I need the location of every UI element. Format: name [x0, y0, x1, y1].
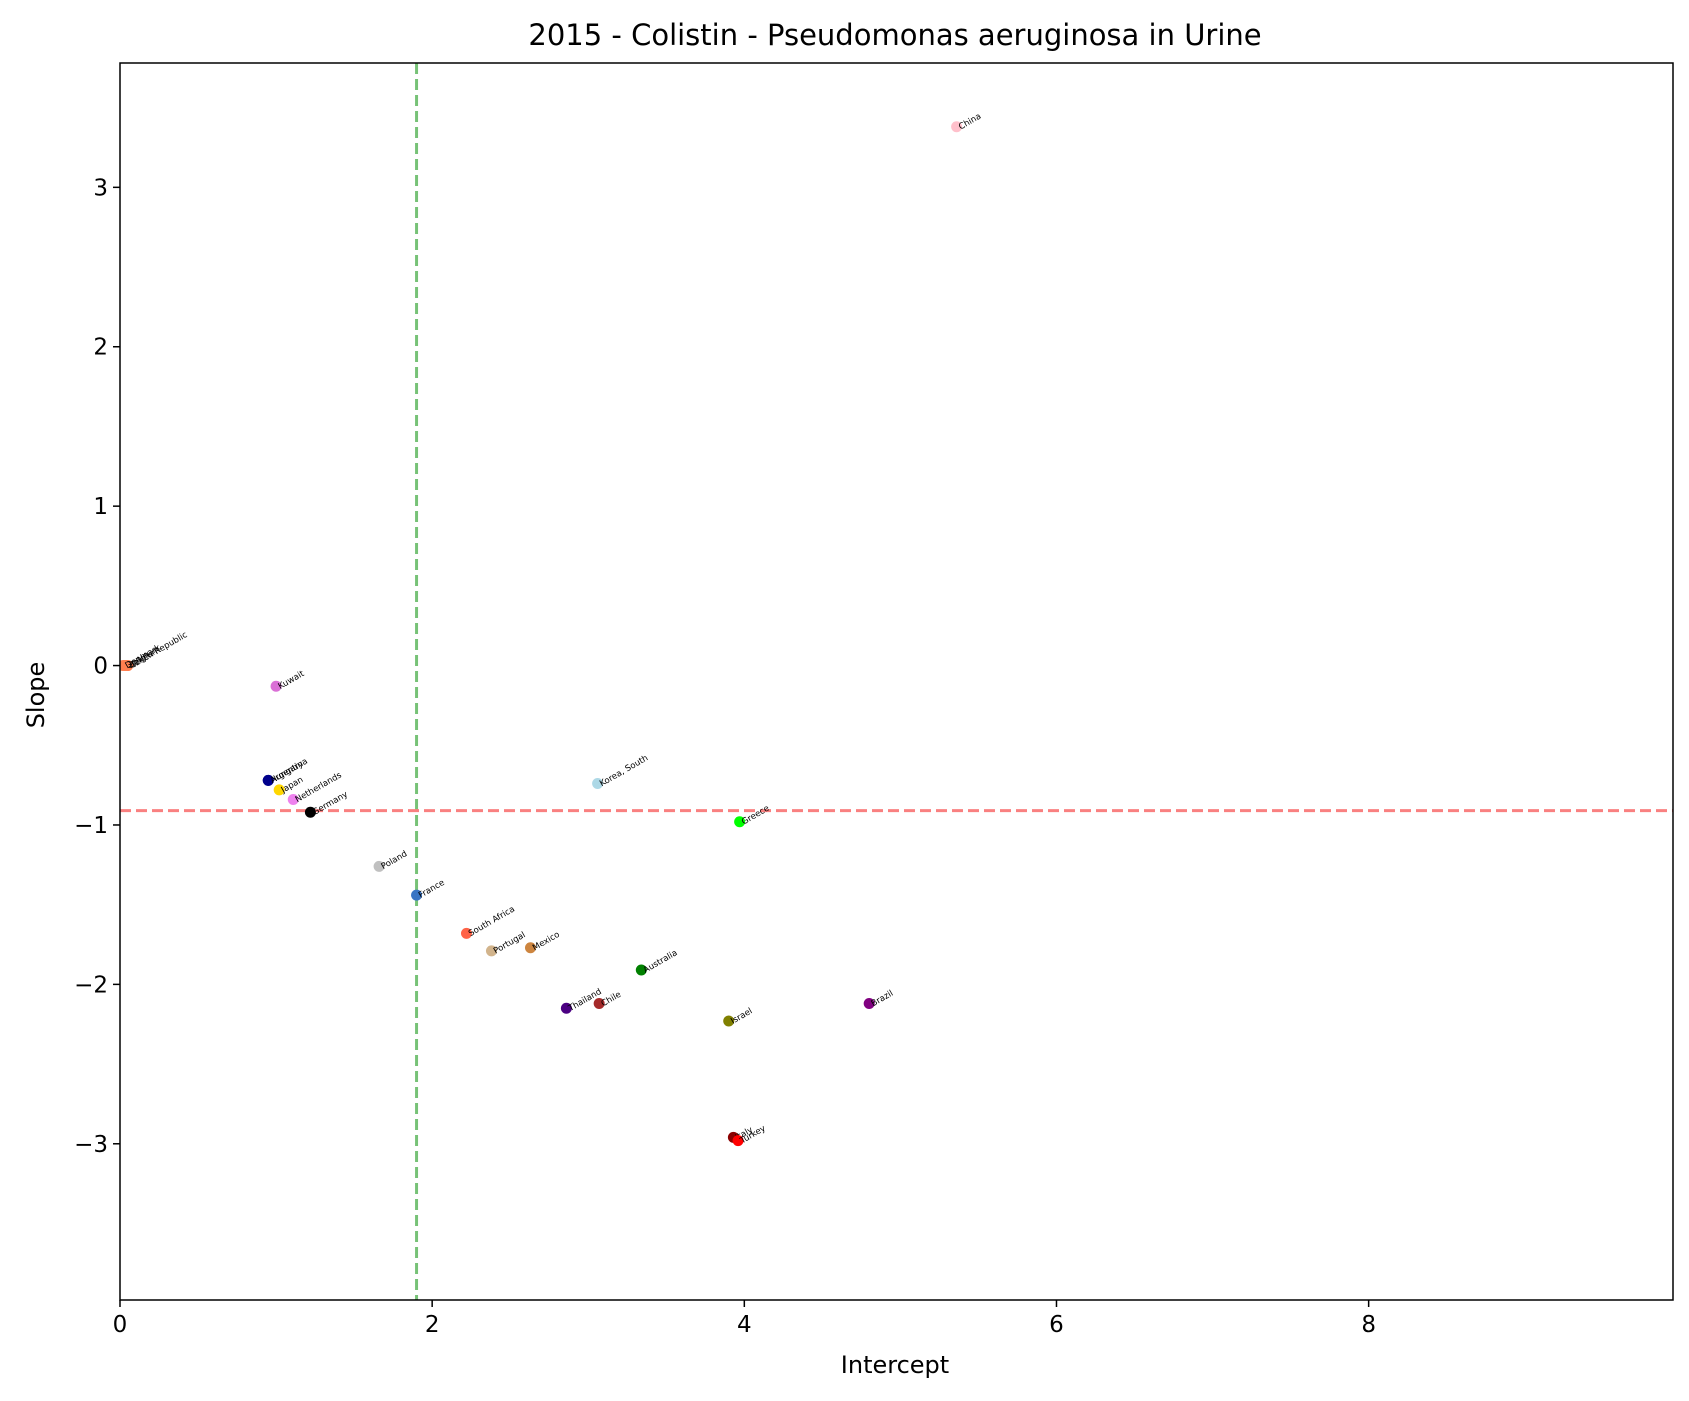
x-axis-label: Intercept — [841, 1351, 949, 1379]
data-point — [863, 998, 875, 1010]
y-tick-label: −3 — [74, 1132, 108, 1158]
data-point — [262, 774, 274, 786]
data-point — [560, 1002, 572, 1014]
data-point — [373, 860, 385, 872]
data-point — [460, 927, 472, 939]
data-point — [635, 964, 647, 976]
data-point — [734, 816, 746, 828]
chart-title: 2015 - Colistin - Pseudomonas aeruginosa… — [528, 18, 1261, 52]
y-tick-label: 2 — [93, 335, 108, 361]
data-point — [592, 778, 604, 790]
y-axis-label: Slope — [22, 662, 50, 729]
data-point — [287, 793, 299, 805]
data-point — [411, 889, 423, 901]
data-point — [485, 945, 497, 957]
data-point — [732, 1135, 744, 1147]
y-tick-label: 1 — [93, 494, 108, 520]
x-tick-label: 8 — [1361, 1312, 1376, 1338]
data-point — [951, 121, 963, 133]
y-tick-label: 3 — [93, 175, 108, 201]
data-point — [273, 784, 285, 796]
y-tick-label: −2 — [74, 972, 108, 998]
data-point — [120, 660, 129, 672]
x-tick-label: 2 — [425, 1312, 440, 1338]
data-point — [593, 998, 605, 1010]
axes-frame — [119, 62, 1674, 1301]
data-point — [304, 806, 316, 818]
data-point — [723, 1015, 735, 1027]
data-point — [270, 680, 282, 692]
y-tick-label: −1 — [74, 813, 108, 839]
x-tick-label: 6 — [1049, 1312, 1064, 1338]
x-tick-label: 4 — [737, 1312, 752, 1338]
y-tick-label: 0 — [93, 654, 108, 680]
x-tick-label: 0 — [113, 1312, 128, 1338]
data-point — [524, 942, 536, 954]
